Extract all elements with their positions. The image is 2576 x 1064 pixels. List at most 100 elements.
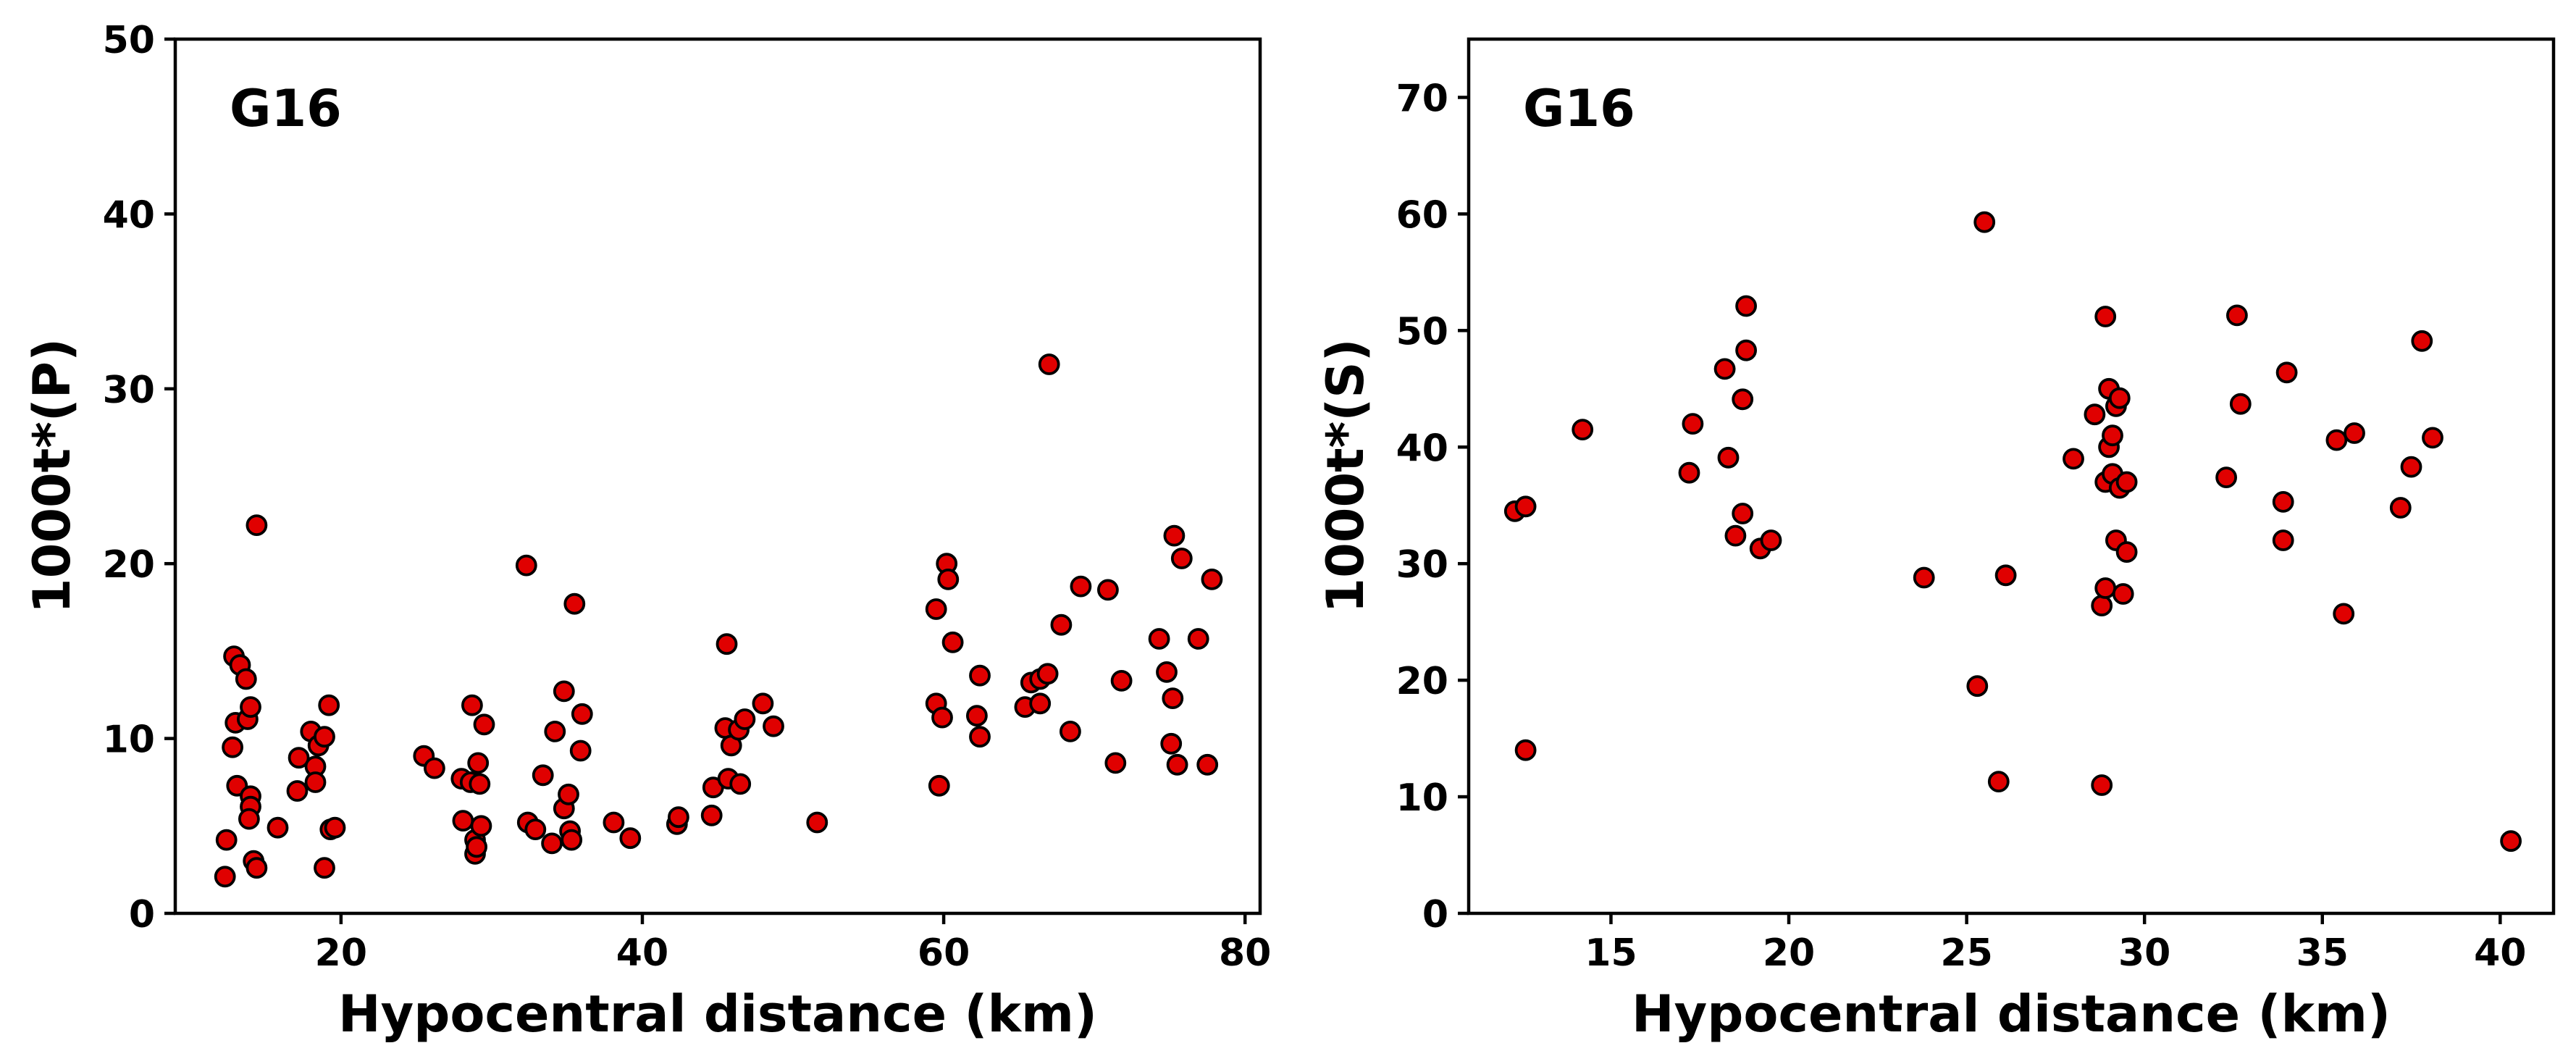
s-wave-data-point xyxy=(2215,466,2238,488)
p-wave-data-point xyxy=(1110,670,1133,692)
s-wave-data-point xyxy=(2063,448,2084,470)
s-wave-data-point xyxy=(2272,529,2294,551)
p-wave-data-point xyxy=(304,771,327,793)
p-wave-data-point xyxy=(267,816,289,839)
p-wave-data-point xyxy=(288,747,310,769)
s-wave-y-axis-label: 1000t*(S) xyxy=(1316,338,1375,613)
s-wave-data-point xyxy=(1514,739,1537,761)
s-wave-data-point xyxy=(1682,413,1704,435)
s-wave-data-point xyxy=(2389,497,2412,519)
p-wave-data-point xyxy=(1160,732,1183,755)
p-wave-y-tick-label: 10 xyxy=(103,719,155,762)
s-wave-data-point xyxy=(2115,541,2138,563)
s-wave-data-point xyxy=(1717,446,1740,469)
s-wave-x-tick-label: 40 xyxy=(2474,931,2526,975)
p-wave-data-point xyxy=(318,694,340,716)
s-wave-y-tick-label: 50 xyxy=(1396,310,1448,353)
s-wave-panel-label: G16 xyxy=(1523,79,1635,138)
p-wave-data-point xyxy=(1097,579,1119,601)
p-wave-x-tick-label: 40 xyxy=(616,931,668,975)
p-wave-x-tick-label: 80 xyxy=(1219,931,1271,975)
p-wave-data-point xyxy=(469,773,491,795)
p-wave-data-point xyxy=(937,569,960,590)
p-wave-data-point xyxy=(1196,753,1219,776)
s-wave-data-point xyxy=(2091,774,2113,796)
p-wave-data-point xyxy=(563,592,586,615)
p-wave-data-point xyxy=(619,827,642,850)
p-wave-x-tick-label: 20 xyxy=(315,931,367,975)
s-wave-x-tick-label: 15 xyxy=(1585,931,1637,975)
s-wave-data-point xyxy=(2272,491,2294,513)
p-wave-data-point xyxy=(1038,353,1060,375)
s-wave-y-tick-label: 20 xyxy=(1396,660,1448,703)
s-wave-x-axis-label: Hypocentral distance (km) xyxy=(1632,984,2391,1044)
p-wave-data-point xyxy=(286,780,309,802)
p-wave-x-axis-label: Hypocentral distance (km) xyxy=(338,984,1097,1044)
p-wave-y-axis-label: 1000t*(P) xyxy=(22,338,82,613)
s-wave-data-point xyxy=(2344,422,2365,444)
p-wave-data-point xyxy=(1036,663,1059,685)
s-wave-data-point xyxy=(1973,211,1996,233)
p-wave-data-point xyxy=(314,857,335,879)
p-wave-data-point xyxy=(558,783,579,805)
p-wave-data-point xyxy=(215,829,238,851)
p-wave-data-point xyxy=(473,713,495,736)
p-wave-data-point xyxy=(1029,692,1052,715)
s-wave-points xyxy=(1503,211,2522,853)
p-wave-data-point xyxy=(561,829,583,851)
p-wave-y-tick-label: 40 xyxy=(103,193,155,237)
s-wave-y-tick-label: 60 xyxy=(1396,193,1448,237)
p-wave-data-point xyxy=(541,832,563,855)
p-wave-data-point xyxy=(314,726,335,748)
s-wave-x-tick-label: 30 xyxy=(2118,931,2170,975)
p-wave-data-point xyxy=(1148,628,1170,650)
p-wave-y-tick-label: 0 xyxy=(129,893,155,937)
s-wave-plot-frame xyxy=(1467,37,2556,916)
s-wave-y-tick-label: 30 xyxy=(1396,543,1448,587)
p-wave-data-point xyxy=(571,703,593,725)
s-wave-data-point xyxy=(2422,427,2443,449)
p-wave-data-point xyxy=(467,752,490,774)
s-wave-data-point xyxy=(1713,358,1736,380)
p-wave-data-point xyxy=(238,808,260,830)
s-wave-x-tick-label: 35 xyxy=(2296,931,2349,975)
p-wave-x-ticks: 20 40 60 80 xyxy=(315,913,1271,975)
p-wave-data-point xyxy=(515,554,537,577)
p-wave-y-tick-label: 50 xyxy=(103,19,155,62)
p-wave-data-point xyxy=(1104,752,1127,774)
p-wave-data-point xyxy=(734,708,756,730)
p-wave-data-point xyxy=(1163,524,1186,547)
p-wave-data-point xyxy=(1070,575,1092,598)
s-wave-y-tick-label: 10 xyxy=(1396,776,1448,820)
p-wave-data-point xyxy=(1187,628,1209,650)
p-wave-data-point xyxy=(716,633,738,655)
s-wave-data-point xyxy=(2115,471,2138,493)
s-wave-data-point xyxy=(1732,388,1754,411)
p-wave-data-point xyxy=(969,726,991,748)
p-wave-data-point xyxy=(763,715,784,737)
p-wave-data-point xyxy=(806,811,828,834)
p-wave-data-point xyxy=(240,696,261,718)
p-wave-x-tick-label: 60 xyxy=(918,931,970,975)
p-wave-data-point xyxy=(324,816,346,839)
s-wave-data-point xyxy=(1572,419,1594,440)
p-wave-data-point xyxy=(1166,753,1188,776)
s-wave-data-point xyxy=(1514,495,1537,518)
s-wave-data-point xyxy=(1735,339,1758,361)
s-wave-data-point xyxy=(2094,306,2117,327)
p-wave-data-point xyxy=(452,810,474,831)
p-wave-data-point xyxy=(1170,548,1193,569)
p-wave-data-point xyxy=(470,815,492,837)
p-wave-data-point xyxy=(1162,687,1184,709)
s-wave-data-point xyxy=(2108,387,2131,409)
s-wave-data-point xyxy=(2500,830,2522,853)
s-wave-scatter-panel: 15 20 25 30 35 40 0 10 20 30 40 50 60 70 G16 Hypocen… xyxy=(1316,37,2556,1044)
s-wave-data-point xyxy=(2084,403,2106,426)
s-wave-data-point xyxy=(2102,424,2123,447)
p-wave-points xyxy=(214,353,1223,888)
p-wave-data-point xyxy=(222,736,244,758)
s-wave-x-ticks: 15 20 25 30 35 40 xyxy=(1585,913,2527,975)
s-wave-y-ticks: 0 10 20 30 40 50 60 70 xyxy=(1396,77,1469,937)
